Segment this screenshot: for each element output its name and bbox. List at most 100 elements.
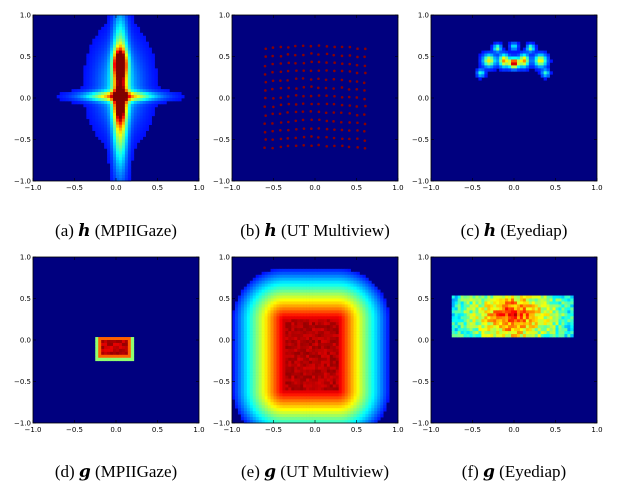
heatmap-cell <box>118 124 123 128</box>
heatmap-cell <box>481 62 485 66</box>
heatmap-cell <box>101 118 105 123</box>
heatmap-cell <box>386 393 390 397</box>
heatmap-cell <box>80 98 84 102</box>
heatmap-cell <box>496 65 500 69</box>
heatmap-cell <box>525 62 530 66</box>
heatmap-cell <box>142 74 146 78</box>
heatmap-cell <box>543 68 547 72</box>
heatmap-cell <box>519 65 524 69</box>
heatmap-cell <box>104 83 108 87</box>
heatmap-cell <box>133 95 138 99</box>
heatmap-cell <box>496 319 500 323</box>
heatmap-cell <box>104 342 108 347</box>
heatmap-cell <box>350 286 354 290</box>
heatmap-cell <box>306 325 310 329</box>
heatmap-cell <box>496 56 500 60</box>
heatmap-cell <box>145 53 149 57</box>
x-tick-label: 1.0 <box>392 426 403 434</box>
heatmap-cell <box>323 340 328 344</box>
heatmap-cell <box>522 62 527 66</box>
heatmap-cell <box>350 313 354 317</box>
heatmap-cell <box>104 133 108 137</box>
heatmap-cell <box>270 375 274 379</box>
heatmap-cell <box>139 35 144 40</box>
heatmap-cell <box>258 280 262 285</box>
heatmap-cell <box>350 319 354 323</box>
heatmap-cell <box>525 313 530 317</box>
heatmap-cell <box>303 304 307 308</box>
heatmap-cell <box>365 390 369 394</box>
heatmap-cell <box>362 372 366 376</box>
heatmap-cell <box>481 59 485 63</box>
panel-symbol: g <box>264 462 276 482</box>
heatmap-cell <box>356 295 360 299</box>
heatmap-cell <box>98 56 102 60</box>
heatmap-cell <box>380 298 384 302</box>
heatmap-cell <box>543 65 547 69</box>
heatmap-cell <box>320 304 325 308</box>
heatmap-cell <box>508 319 512 323</box>
heatmap-cell <box>516 298 521 302</box>
heatmap-cell <box>323 342 328 347</box>
heatmap-cell <box>234 331 239 335</box>
heatmap-cell <box>113 157 117 161</box>
heatmap-cell <box>279 366 283 370</box>
heatmap-cell <box>454 331 459 335</box>
heatmap-cell <box>234 354 239 359</box>
heatmap-cell <box>255 295 260 299</box>
heatmap-cell <box>124 38 129 43</box>
heatmap-cell <box>312 310 316 314</box>
heatmap-cell <box>273 331 277 335</box>
heatmap-cell <box>335 369 340 373</box>
heatmap-cell <box>493 65 497 69</box>
heatmap-cell <box>240 354 245 359</box>
heatmap-cell <box>133 109 138 114</box>
heatmap-cell <box>151 65 155 69</box>
heatmap-cell <box>116 121 120 126</box>
heatmap-cell <box>255 393 260 397</box>
x-tick-label: −0.5 <box>66 426 83 434</box>
heatmap-cell <box>344 384 348 388</box>
heatmap-cell <box>300 420 304 424</box>
heatmap-cell <box>338 381 343 385</box>
heatmap-cell <box>297 298 301 302</box>
heatmap-cell <box>264 417 268 421</box>
heatmap-cell <box>101 348 105 353</box>
heatmap-cell <box>356 387 360 391</box>
heatmap-cell <box>252 369 257 373</box>
heatmap-cell <box>380 340 384 344</box>
heatmap-cell <box>113 169 117 173</box>
heatmap-cell <box>341 345 345 350</box>
heatmap-cell <box>255 280 260 285</box>
heatmap-cell <box>249 369 254 373</box>
heatmap-cell <box>350 277 354 282</box>
heatmap-cell <box>136 106 141 111</box>
data-point <box>325 52 329 56</box>
heatmap-cell <box>127 103 132 108</box>
heatmap-cell <box>258 313 262 317</box>
heatmap-cell <box>95 77 99 81</box>
heatmap-cell <box>142 100 146 105</box>
heatmap-cell <box>151 62 155 66</box>
heatmap-cell <box>139 50 144 54</box>
heatmap-cell <box>86 89 90 93</box>
heatmap-cell <box>353 420 357 424</box>
heatmap-cell <box>255 304 260 308</box>
heatmap-cell <box>326 295 331 299</box>
heatmap-cell <box>86 100 90 105</box>
data-point <box>332 53 336 57</box>
heatmap-cell <box>317 313 322 317</box>
heatmap-cell <box>371 292 375 296</box>
heatmap-cell <box>95 340 99 344</box>
heatmap-cell <box>98 98 102 102</box>
heatmap-cell <box>508 65 512 69</box>
heatmap-cell <box>285 387 289 391</box>
heatmap-cell <box>261 414 265 418</box>
heatmap-cell <box>338 393 343 397</box>
heatmap-cell <box>499 56 503 60</box>
heatmap-cell <box>83 71 87 75</box>
heatmap-cell <box>368 292 372 296</box>
heatmap-cell <box>276 283 280 287</box>
heatmap-cell <box>320 420 325 424</box>
heatmap-cell <box>148 98 152 102</box>
